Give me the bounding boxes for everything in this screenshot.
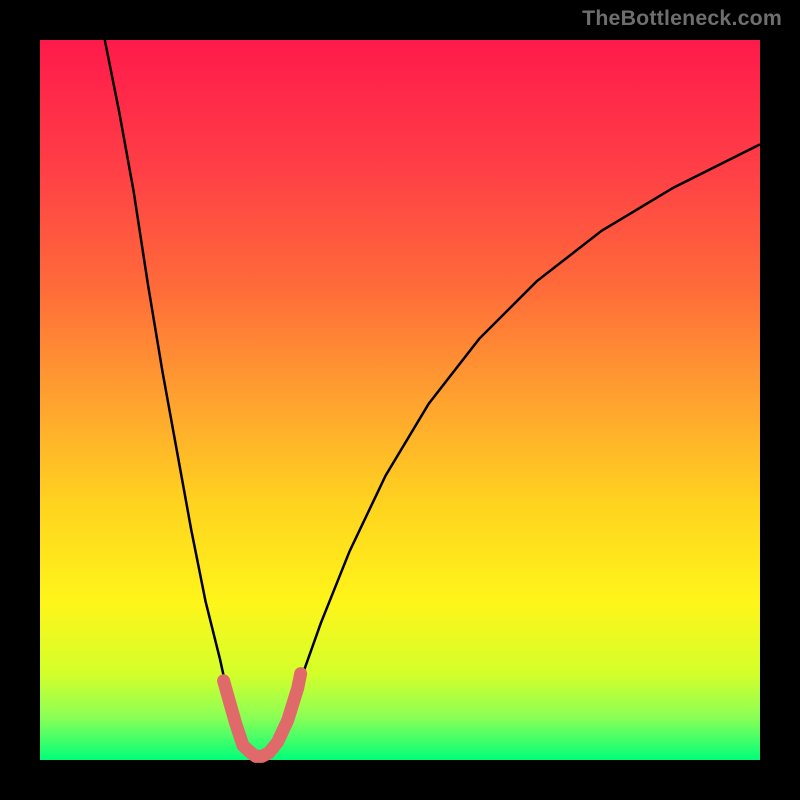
plot-area [40,40,760,760]
chart-svg [0,0,800,800]
chart-stage: TheBottleneck.com [0,0,800,800]
watermark-label: TheBottleneck.com [582,6,782,31]
